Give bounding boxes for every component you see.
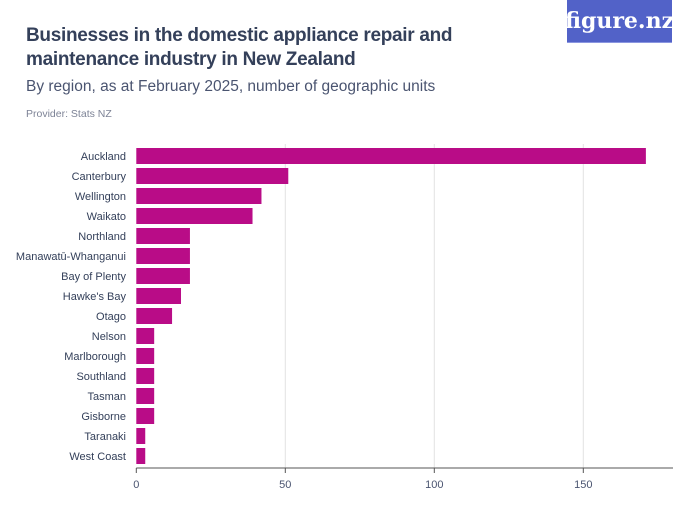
x-tick-label: 150 xyxy=(574,479,592,491)
category-label: Wellington xyxy=(75,191,126,203)
bar xyxy=(136,368,155,384)
bar xyxy=(136,148,646,164)
x-tick-label: 100 xyxy=(425,479,443,491)
bar xyxy=(136,388,155,404)
category-label: Manawatū-Whanganui xyxy=(16,251,126,263)
bar xyxy=(136,408,155,424)
provider-note: Provider: Stats NZ xyxy=(26,108,112,120)
category-label: Hawke's Bay xyxy=(63,291,127,303)
bar xyxy=(136,288,181,304)
category-label: Waikato xyxy=(87,211,126,223)
bar xyxy=(136,228,190,244)
bar xyxy=(136,268,190,284)
category-label: Canterbury xyxy=(72,171,127,183)
bar xyxy=(136,348,155,364)
bar xyxy=(136,308,173,324)
bar xyxy=(136,248,190,264)
x-tick-label: 0 xyxy=(133,479,139,491)
category-label: Marlborough xyxy=(64,351,126,363)
category-label: Northland xyxy=(78,231,126,243)
chart-title: Businesses in the domestic appliance rep… xyxy=(26,25,453,70)
category-label: Taranaki xyxy=(84,431,126,443)
chart-subtitle: By region, as at February 2025, number o… xyxy=(26,78,436,95)
category-label: Bay of Plenty xyxy=(61,271,126,283)
category-label: Nelson xyxy=(92,331,126,343)
bar xyxy=(136,168,289,184)
category-label: Tasman xyxy=(87,391,126,403)
bar xyxy=(136,448,146,464)
category-label: Southland xyxy=(76,371,126,383)
x-tick-label: 50 xyxy=(279,479,291,491)
bar xyxy=(136,188,262,204)
category-label: Gisborne xyxy=(81,411,126,423)
category-label: West Coast xyxy=(69,451,126,463)
category-label: Otago xyxy=(96,311,126,323)
bar xyxy=(136,208,253,224)
figure-nz-logo[interactable]: figure.nz xyxy=(565,0,674,43)
bar xyxy=(136,328,155,344)
category-label: Auckland xyxy=(81,151,126,163)
bar xyxy=(136,428,146,444)
